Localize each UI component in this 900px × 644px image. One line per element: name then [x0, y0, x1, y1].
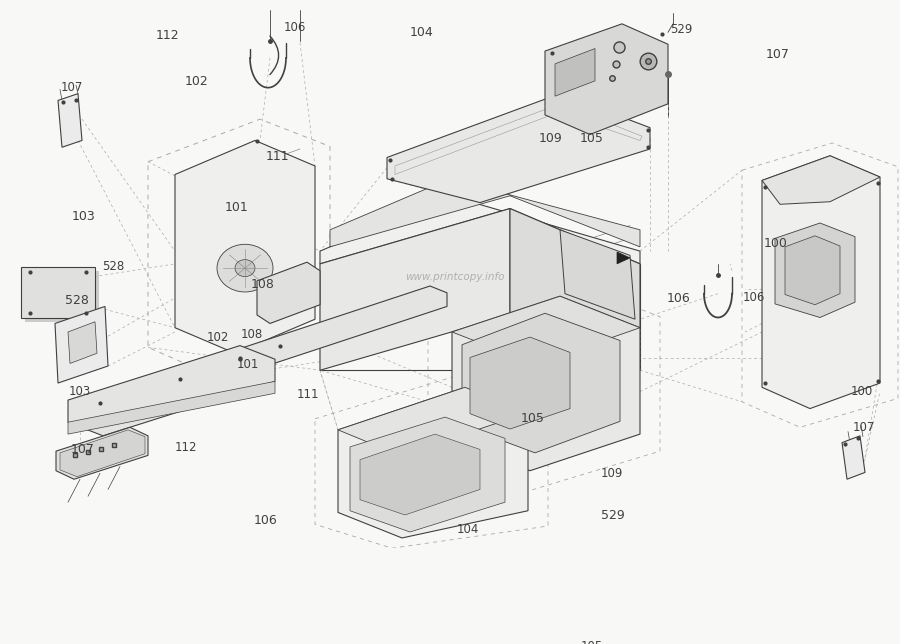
- Text: 105: 105: [580, 132, 604, 146]
- Text: 528: 528: [102, 260, 124, 273]
- Circle shape: [217, 244, 273, 292]
- Text: 107: 107: [61, 81, 83, 94]
- Polygon shape: [545, 24, 668, 135]
- Text: 109: 109: [601, 467, 623, 480]
- Polygon shape: [762, 156, 880, 204]
- Text: 107: 107: [71, 443, 94, 456]
- Polygon shape: [60, 430, 145, 477]
- Text: 101: 101: [237, 358, 259, 371]
- Polygon shape: [452, 296, 640, 471]
- Polygon shape: [510, 209, 640, 370]
- Polygon shape: [785, 236, 840, 305]
- Text: 112: 112: [156, 29, 179, 42]
- Text: 112: 112: [175, 441, 197, 454]
- Text: 107: 107: [853, 421, 875, 434]
- Circle shape: [235, 260, 255, 277]
- Polygon shape: [56, 428, 148, 479]
- Polygon shape: [555, 48, 595, 96]
- Polygon shape: [775, 223, 855, 317]
- Text: 100: 100: [850, 385, 873, 398]
- Polygon shape: [338, 387, 528, 538]
- Text: 106: 106: [667, 292, 690, 305]
- Text: 102: 102: [207, 330, 230, 344]
- Polygon shape: [387, 93, 650, 203]
- Text: www.printcopy.info: www.printcopy.info: [405, 272, 505, 281]
- Polygon shape: [617, 252, 630, 264]
- Polygon shape: [462, 313, 620, 453]
- Text: 111: 111: [297, 388, 320, 401]
- Text: 105: 105: [521, 412, 544, 425]
- Text: 100: 100: [764, 238, 788, 251]
- Polygon shape: [257, 262, 320, 323]
- Text: 528: 528: [66, 294, 89, 307]
- Polygon shape: [55, 307, 108, 383]
- Text: 104: 104: [410, 26, 433, 39]
- Polygon shape: [762, 156, 880, 408]
- Text: 103: 103: [69, 385, 91, 398]
- Polygon shape: [842, 436, 865, 479]
- Polygon shape: [470, 337, 570, 429]
- Polygon shape: [560, 230, 635, 319]
- Polygon shape: [330, 179, 640, 247]
- Text: 111: 111: [266, 150, 289, 163]
- Text: 108: 108: [241, 328, 263, 341]
- Text: 102: 102: [184, 75, 208, 88]
- Polygon shape: [320, 209, 510, 370]
- Text: 529: 529: [601, 509, 625, 522]
- Polygon shape: [68, 381, 275, 434]
- Polygon shape: [320, 196, 640, 264]
- Polygon shape: [68, 322, 97, 363]
- Text: 106: 106: [742, 292, 765, 305]
- Polygon shape: [360, 434, 480, 515]
- Text: 101: 101: [225, 201, 248, 214]
- FancyBboxPatch shape: [21, 267, 95, 318]
- Text: 106: 106: [284, 21, 306, 33]
- Polygon shape: [58, 93, 82, 147]
- Text: 107: 107: [766, 48, 789, 61]
- Text: 529: 529: [670, 23, 692, 36]
- Polygon shape: [452, 296, 640, 365]
- Text: 104: 104: [457, 523, 479, 536]
- Text: 106: 106: [254, 515, 277, 527]
- Polygon shape: [338, 387, 528, 455]
- Polygon shape: [350, 417, 505, 532]
- Text: 105: 105: [580, 640, 603, 644]
- FancyBboxPatch shape: [25, 270, 99, 322]
- Text: 109: 109: [539, 132, 562, 145]
- Polygon shape: [213, 286, 447, 378]
- Polygon shape: [68, 346, 275, 436]
- Text: 108: 108: [251, 278, 274, 291]
- Text: 103: 103: [72, 210, 95, 223]
- Polygon shape: [175, 140, 315, 354]
